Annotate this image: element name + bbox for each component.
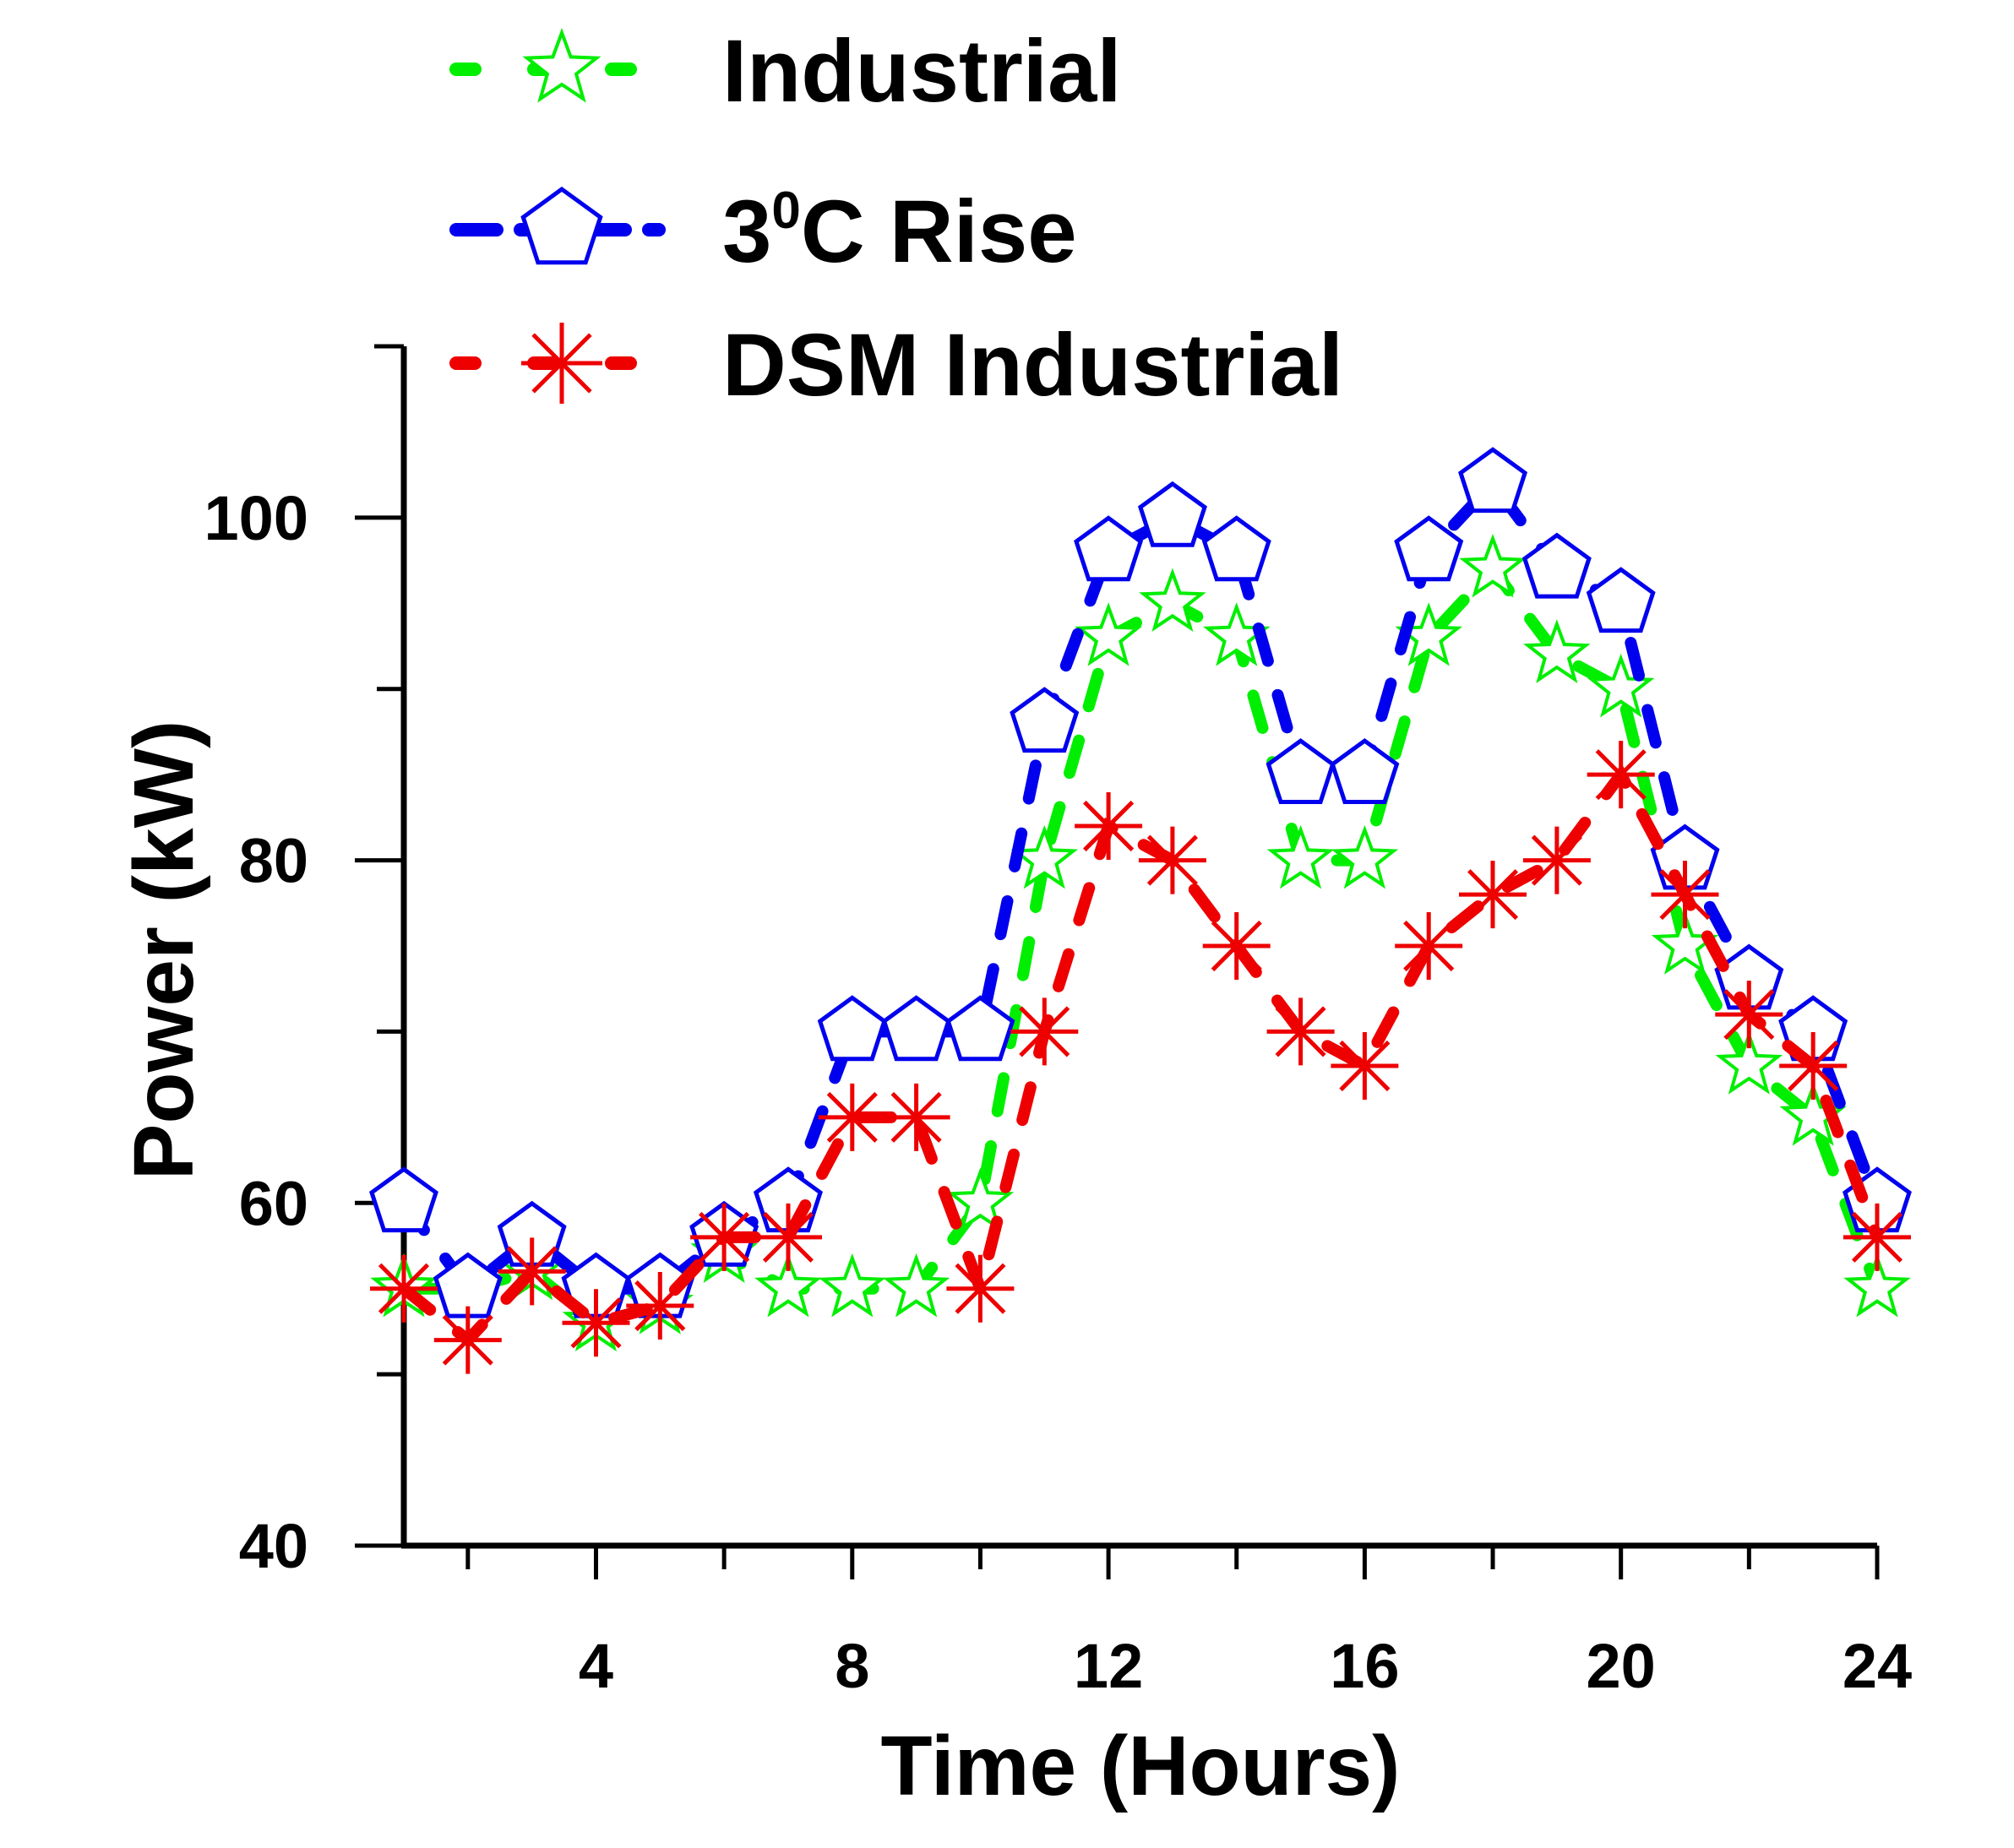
legend-label-industrial: Industrial bbox=[722, 22, 1122, 121]
legend-item-3c-rise: 30C Rise bbox=[449, 182, 1077, 281]
data-point-dsm-industrial bbox=[1522, 826, 1591, 894]
data-point-industrial bbox=[946, 1167, 1015, 1232]
data-point-3-c-rise bbox=[1266, 738, 1336, 804]
data-point-industrial bbox=[1715, 1030, 1783, 1095]
data-point-3-c-rise bbox=[1137, 481, 1207, 547]
legend-label-3c-rise: 30C Rise bbox=[722, 182, 1077, 281]
data-point-dsm-industrial bbox=[690, 1203, 759, 1271]
x-tick-label: 4 bbox=[579, 1631, 613, 1701]
data-point-dsm-industrial bbox=[754, 1203, 822, 1271]
data-point-industrial bbox=[882, 1253, 950, 1318]
data-point-dsm-industrial bbox=[1331, 1032, 1399, 1100]
data-point-industrial bbox=[1523, 619, 1591, 683]
legend-label-3c-rise-base: 3 bbox=[722, 182, 771, 281]
x-tick-label: 8 bbox=[835, 1631, 869, 1701]
data-point-3-c-rise bbox=[1394, 515, 1464, 582]
data-point-industrial bbox=[754, 1253, 822, 1318]
x-tick-label: 16 bbox=[1330, 1631, 1399, 1701]
data-point-industrial bbox=[1843, 1253, 1911, 1318]
axes: 40 60 80 100 4 8 12 16 20 24 bbox=[204, 344, 1912, 1701]
data-point-dsm-industrial bbox=[1075, 792, 1143, 860]
data-point-dsm-industrial bbox=[1651, 861, 1719, 929]
data-point-dsm-industrial bbox=[1010, 997, 1079, 1066]
x-tick-label: 20 bbox=[1587, 1631, 1656, 1701]
data-point-3-c-rise bbox=[1586, 567, 1656, 633]
data-point-dsm-industrial bbox=[562, 1289, 630, 1357]
data-point-dsm-industrial bbox=[1843, 1203, 1911, 1271]
data-point-dsm-industrial bbox=[1459, 861, 1527, 929]
series-line-dsm-industrial bbox=[398, 764, 1883, 1349]
data-point-dsm-industrial bbox=[818, 1083, 886, 1151]
series-line-industrial bbox=[398, 559, 1883, 1329]
data-point-dsm-industrial bbox=[498, 1237, 566, 1306]
legend-marker-3-c-rise bbox=[520, 186, 603, 265]
x-axis-title: Time (Hours) bbox=[881, 1719, 1401, 1813]
y-tick-label: 80 bbox=[239, 826, 308, 896]
data-point-dsm-industrial bbox=[370, 1254, 438, 1323]
y-tick-label: 60 bbox=[239, 1168, 308, 1238]
data-point-dsm-industrial bbox=[882, 1083, 950, 1151]
data-point-3-c-rise bbox=[369, 1166, 438, 1233]
data-point-dsm-industrial bbox=[1715, 981, 1783, 1049]
x-tick-label: 12 bbox=[1074, 1631, 1143, 1701]
legend-label-3c-rise-rest: C Rise bbox=[801, 182, 1077, 281]
series-line-3-c-rise bbox=[398, 474, 1883, 1297]
legend-marker-industrial bbox=[522, 28, 601, 103]
data-point-dsm-industrial bbox=[433, 1306, 502, 1374]
data-point-dsm-industrial bbox=[1266, 997, 1335, 1066]
data-point-3-c-rise bbox=[1010, 687, 1080, 753]
y-axis-title: Power (kW) bbox=[117, 720, 211, 1180]
legend-item-dsm-industrial: DSM Industrial bbox=[449, 316, 1343, 415]
data-point-dsm-industrial bbox=[1395, 912, 1463, 980]
data-point-3-c-rise bbox=[1330, 738, 1400, 804]
data-point-industrial bbox=[1266, 824, 1335, 889]
data-point-dsm-industrial bbox=[1202, 912, 1271, 980]
data-point-industrial bbox=[1331, 824, 1399, 889]
series-layer bbox=[369, 447, 1912, 1374]
data-point-3-c-rise bbox=[1201, 515, 1271, 582]
y-tick-label: 100 bbox=[204, 483, 308, 553]
data-point-dsm-industrial bbox=[1138, 826, 1206, 894]
data-point-dsm-industrial bbox=[946, 1254, 1015, 1323]
legend: Industrial 30C Rise DSM Industrial bbox=[449, 22, 1343, 415]
series-dsm-industrial bbox=[370, 741, 1911, 1374]
data-point-3-c-rise bbox=[1074, 515, 1144, 582]
data-point-industrial bbox=[1075, 602, 1142, 666]
data-point-3-c-rise bbox=[945, 995, 1015, 1062]
data-point-3-c-rise bbox=[1458, 447, 1528, 514]
legend-label-3c-rise-superscript: 0 bbox=[771, 182, 800, 240]
data-point-industrial bbox=[1459, 533, 1527, 598]
data-point-dsm-industrial bbox=[1587, 741, 1655, 809]
series-industrial bbox=[370, 533, 1911, 1352]
data-point-industrial bbox=[818, 1253, 886, 1318]
data-point-3-c-rise bbox=[1521, 532, 1592, 599]
data-point-3-c-rise bbox=[817, 995, 887, 1062]
x-tick-label: 24 bbox=[1843, 1631, 1912, 1701]
data-point-dsm-industrial bbox=[1779, 1032, 1848, 1100]
legend-marker-dsm-industrial bbox=[521, 323, 602, 404]
legend-label-dsm-industrial: DSM Industrial bbox=[722, 316, 1343, 415]
y-tick-label: 40 bbox=[239, 1511, 308, 1581]
data-point-industrial bbox=[1139, 568, 1206, 633]
data-point-dsm-industrial bbox=[626, 1272, 694, 1340]
data-point-3-c-rise bbox=[881, 995, 951, 1062]
legend-item-industrial: Industrial bbox=[449, 22, 1122, 121]
